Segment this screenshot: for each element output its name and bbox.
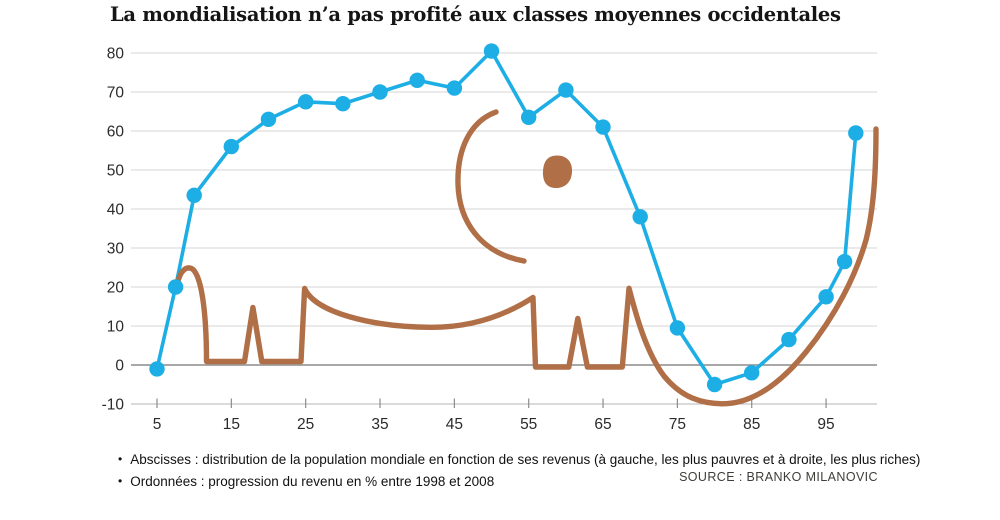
svg-text:-10: -10: [102, 397, 125, 414]
svg-text:50: 50: [107, 163, 125, 180]
source-credit: SOURCE : BRANKO MILANOVIC: [679, 470, 878, 484]
note-abscisses-text: Abscisses : distribution de la populatio…: [130, 451, 921, 467]
svg-text:30: 30: [107, 241, 125, 258]
svg-text:25: 25: [297, 416, 314, 433]
svg-text:75: 75: [669, 416, 686, 433]
elephant-eye: [542, 155, 573, 189]
elephant-body-outline: [174, 126, 879, 407]
y-axis-labels: 80 70 60 50 40 30 20 10 0 -10: [102, 46, 125, 414]
data-point-markers: [149, 43, 864, 393]
svg-text:95: 95: [817, 416, 834, 433]
svg-text:35: 35: [371, 416, 388, 433]
svg-text:45: 45: [446, 416, 463, 433]
page-title: La mondialisation n’a pas profité aux cl…: [110, 3, 841, 26]
svg-text:85: 85: [743, 416, 760, 433]
income-growth-line: [155, 49, 858, 387]
svg-text:60: 60: [107, 124, 125, 141]
svg-text:15: 15: [223, 416, 240, 433]
svg-text:5: 5: [153, 416, 162, 433]
bullet-icon: •: [118, 474, 123, 488]
svg-text:10: 10: [107, 319, 125, 336]
gridlines: [131, 52, 877, 405]
elephant-ear: [455, 109, 527, 264]
svg-text:70: 70: [107, 85, 125, 102]
svg-text:40: 40: [107, 202, 125, 219]
elephant-drawing: [174, 109, 879, 407]
svg-text:65: 65: [594, 416, 611, 433]
x-axis-ticks: [156, 398, 827, 408]
x-axis-labels: 5 15 25 35 45 55 65 75 85 95: [153, 416, 835, 433]
legend-notes: • Abscisses : distribution de la populat…: [118, 448, 920, 492]
bullet-icon: •: [118, 452, 123, 466]
svg-text:0: 0: [115, 358, 124, 375]
note-ordonnees: • Ordonnées : progression du revenu en %…: [118, 470, 920, 492]
note-abscisses: • Abscisses : distribution de la populat…: [118, 448, 920, 470]
svg-text:55: 55: [520, 416, 537, 433]
svg-text:80: 80: [107, 46, 125, 63]
note-ordonnees-text: Ordonnées : progression du revenu en % e…: [130, 473, 495, 489]
svg-text:20: 20: [107, 280, 125, 297]
